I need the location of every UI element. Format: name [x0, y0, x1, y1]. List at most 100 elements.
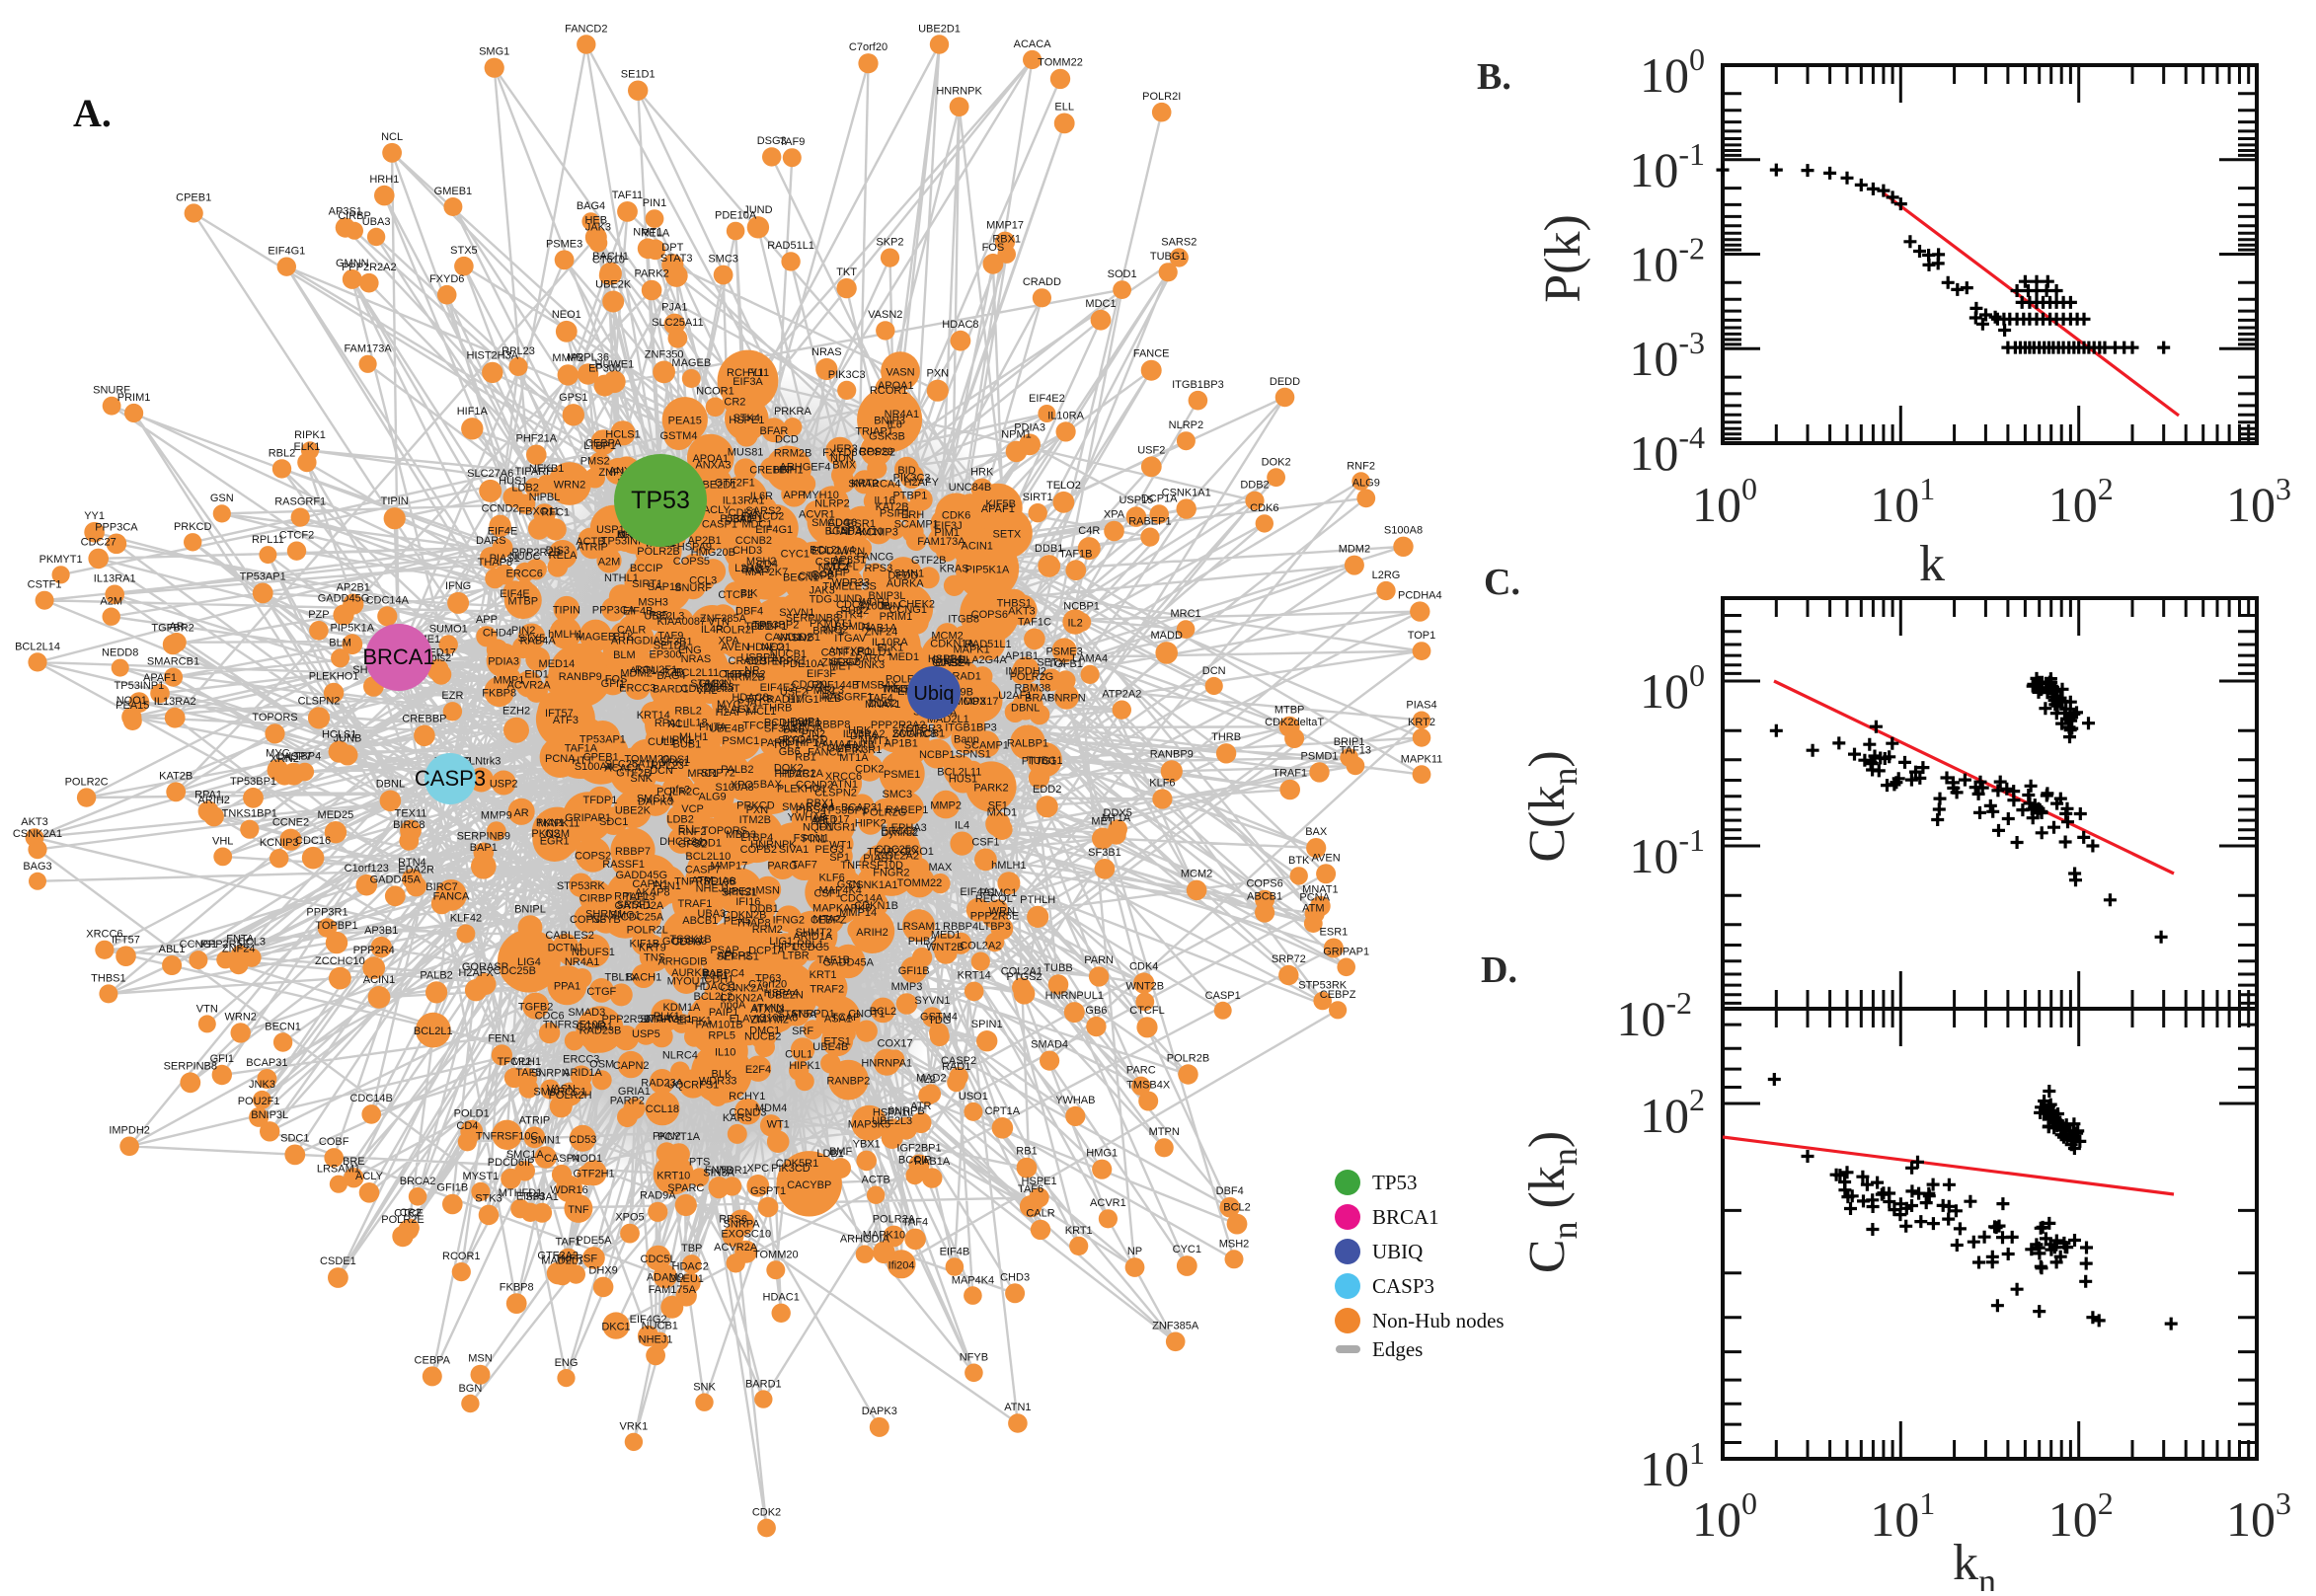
svg-text:RAB1A: RAB1A	[914, 1156, 951, 1168]
svg-text:STAT3: STAT3	[660, 253, 693, 265]
svg-text:HMG1: HMG1	[788, 694, 819, 706]
svg-text:RPS3: RPS3	[865, 563, 893, 574]
svg-text:Banp: Banp	[954, 733, 979, 745]
svg-text:IFNG2: IFNG2	[773, 914, 805, 926]
svg-text:IMPDH2: IMPDH2	[1005, 666, 1046, 678]
svg-text:BGN: BGN	[825, 525, 849, 537]
svg-text:GADD45A: GADD45A	[823, 957, 875, 969]
svg-text:CDK2: CDK2	[855, 764, 884, 776]
svg-text:CSNK2A1: CSNK2A1	[721, 982, 770, 994]
svg-text:BAG3: BAG3	[23, 861, 51, 873]
svg-text:BCAP31: BCAP31	[246, 1057, 287, 1069]
svg-text:ITM2B: ITM2B	[739, 814, 771, 826]
svg-text:MYC: MYC	[266, 747, 290, 759]
svg-text:RAB1A: RAB1A	[861, 623, 897, 635]
svg-text:TOP1: TOP1	[772, 739, 801, 751]
svg-text:SMARCA4: SMARCA4	[782, 801, 834, 813]
svg-text:SP1: SP1	[829, 852, 850, 864]
svg-text:CHEK2: CHEK2	[898, 598, 935, 610]
svg-text:GSN: GSN	[837, 878, 861, 890]
svg-text:RB1: RB1	[1016, 1146, 1037, 1158]
svg-text:ZNF24: ZNF24	[865, 626, 898, 638]
svg-text:NMT2: NMT2	[818, 562, 848, 573]
svg-text:TAF13: TAF13	[624, 891, 656, 903]
svg-text:B.: B.	[1477, 56, 1511, 98]
svg-text:TBL1X: TBL1X	[604, 971, 638, 983]
svg-text:UBA3: UBA3	[697, 908, 726, 920]
svg-text:YWHAB: YWHAB	[1055, 1095, 1095, 1106]
svg-text:SDC2: SDC2	[830, 656, 859, 668]
svg-text:KRT1: KRT1	[810, 969, 837, 981]
svg-text:KRT1: KRT1	[1065, 1225, 1093, 1237]
svg-text:PALB2: PALB2	[420, 969, 452, 981]
svg-text:FBL: FBL	[751, 621, 771, 633]
svg-text:ELL: ELL	[1054, 102, 1074, 114]
svg-text:THRB: THRB	[1211, 731, 1241, 743]
svg-text:KIF1B: KIF1B	[630, 939, 660, 950]
svg-text:PSIP1: PSIP1	[790, 717, 820, 728]
svg-text:MYC: MYC	[717, 699, 741, 711]
svg-text:CDC14A: CDC14A	[366, 594, 410, 606]
svg-text:BCL2: BCL2	[1223, 1202, 1251, 1214]
svg-text:SNRPA: SNRPA	[724, 1218, 761, 1230]
svg-text:PTHLH: PTHLH	[1020, 894, 1055, 906]
svg-text:EIF4E2: EIF4E2	[1029, 393, 1065, 405]
svg-text:ABCB1: ABCB1	[1247, 890, 1282, 902]
svg-text:PIAS1: PIAS1	[490, 553, 520, 565]
svg-text:DBNL: DBNL	[376, 779, 405, 791]
svg-text:CAPN1: CAPN1	[632, 878, 668, 890]
svg-text:HUWE1: HUWE1	[782, 718, 821, 729]
svg-text:MMP17: MMP17	[986, 220, 1024, 232]
svg-text:TEX11: TEX11	[395, 807, 427, 819]
svg-text:EIF4G1: EIF4G1	[755, 524, 793, 536]
svg-text:IL2: IL2	[1067, 618, 1082, 630]
svg-text:TOPBP1: TOPBP1	[315, 920, 357, 932]
svg-text:GPS1: GPS1	[559, 392, 587, 404]
svg-text:STK4: STK4	[733, 413, 760, 424]
svg-text:CDK4: CDK4	[1129, 960, 1158, 972]
svg-text:POU2F1: POU2F1	[635, 664, 677, 676]
svg-text:GSTM4: GSTM4	[660, 430, 698, 442]
svg-text:TAF1C: TAF1C	[1018, 617, 1051, 629]
svg-text:TAF1: TAF1	[555, 1237, 580, 1249]
svg-text:ERCC2: ERCC2	[881, 826, 917, 838]
svg-text:HDAC8: HDAC8	[732, 692, 768, 704]
svg-text:XPC: XPC	[746, 1163, 769, 1175]
svg-text:XPA: XPA	[1104, 509, 1125, 521]
svg-text:AVEN: AVEN	[1312, 852, 1341, 864]
svg-text:CASP3: CASP3	[1372, 1274, 1434, 1298]
svg-text:FBXO11: FBXO11	[518, 505, 559, 517]
svg-text:NUCB1: NUCB1	[770, 648, 807, 660]
svg-text:HDAC2: HDAC2	[672, 1260, 709, 1272]
svg-text:PDIA3: PDIA3	[488, 656, 519, 668]
svg-text:ALG9: ALG9	[1352, 477, 1380, 489]
svg-text:BIRC7: BIRC7	[425, 881, 457, 893]
svg-text:CSDE1: CSDE1	[320, 1255, 356, 1267]
svg-text:DHX9: DHX9	[588, 1265, 617, 1277]
svg-text:MYST1: MYST1	[463, 1171, 500, 1182]
svg-text:VCP: VCP	[681, 803, 704, 815]
svg-text:RB1: RB1	[795, 752, 815, 764]
svg-text:ATN1: ATN1	[1004, 1402, 1031, 1413]
svg-text:MLH1: MLH1	[512, 1056, 541, 1068]
svg-text:SMARCB1: SMARCB1	[147, 656, 199, 668]
svg-text:SIRT1: SIRT1	[1023, 492, 1053, 503]
svg-text:GSN: GSN	[210, 493, 234, 504]
svg-text:PRKCD: PRKCD	[174, 521, 212, 533]
svg-text:LDB2: LDB2	[666, 814, 694, 826]
svg-text:SRF: SRF	[792, 1026, 813, 1037]
svg-text:pfs2: pfs2	[669, 785, 690, 797]
svg-text:LAMA4: LAMA4	[815, 738, 851, 750]
svg-text:TAF1B: TAF1B	[1059, 548, 1092, 560]
svg-text:RASGRF1: RASGRF1	[274, 496, 326, 508]
svg-text:HTT: HTT	[572, 755, 593, 767]
svg-text:ACACA: ACACA	[604, 762, 643, 774]
svg-text:CHD3: CHD3	[733, 545, 762, 557]
svg-text:MSH2: MSH2	[746, 556, 777, 568]
svg-text:LRSAM1: LRSAM1	[897, 921, 941, 933]
svg-text:PRIM1: PRIM1	[880, 611, 913, 623]
svg-text:HNRNPUL1: HNRNPUL1	[1045, 990, 1104, 1002]
svg-text:USO1: USO1	[959, 1091, 988, 1102]
svg-text:PJA1: PJA1	[661, 302, 687, 314]
svg-text:MYH10: MYH10	[803, 490, 839, 501]
